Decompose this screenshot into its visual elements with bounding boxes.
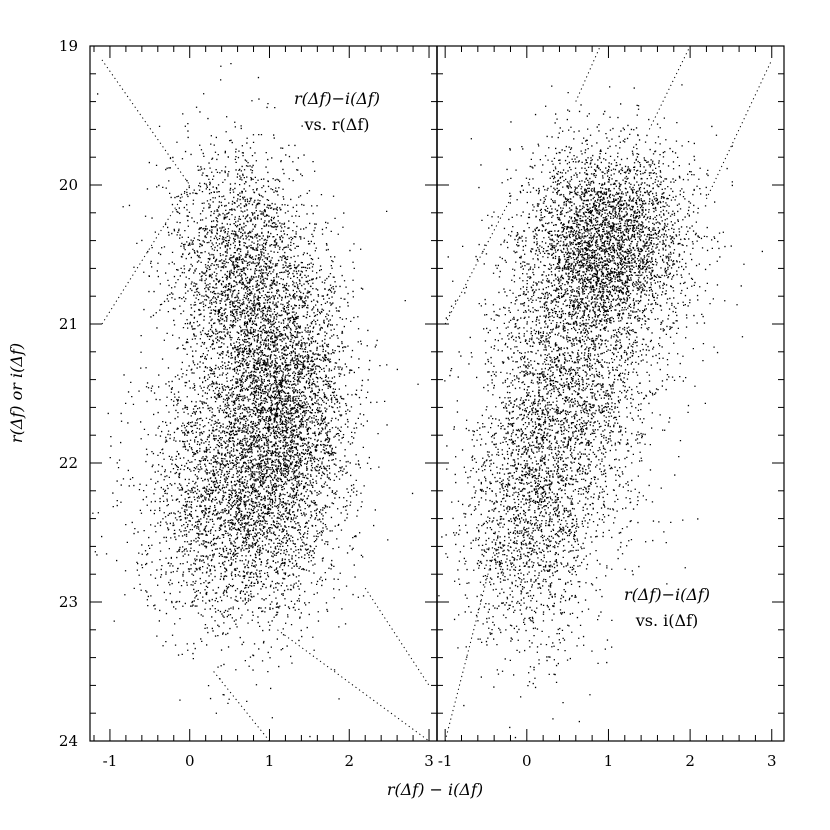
y-tick-label: 24 xyxy=(59,732,78,750)
y-tick-label: 22 xyxy=(59,454,78,472)
left-panel-annotation-line1: r(Δf)−i(Δf) xyxy=(294,89,380,108)
panel-frames xyxy=(89,45,785,742)
scatter-points xyxy=(92,63,419,738)
x-tick-label: -1 xyxy=(103,752,118,770)
dotted-guide-1-4 xyxy=(444,518,503,742)
axis-ticks xyxy=(90,45,784,742)
x-tick-label: 3 xyxy=(767,752,777,770)
right-panel-annotation-line1: r(Δf)−i(Δf) xyxy=(624,585,710,604)
x-tick-label: 3 xyxy=(424,752,434,770)
y-tick-label: 21 xyxy=(59,315,78,333)
dotted-guide-0-1 xyxy=(101,184,191,325)
dotted-guide-1-0 xyxy=(705,59,773,200)
dotted-guide-1-1 xyxy=(648,45,691,130)
x-axis-label: r(Δf) − i(Δf) xyxy=(387,780,483,799)
y-tick-label: 23 xyxy=(59,593,78,611)
dotted-guide-1-3 xyxy=(444,198,511,325)
left-panel-annotation-line2: vs. r(Δf) xyxy=(303,115,369,134)
x-tick-label: 2 xyxy=(685,752,695,770)
x-tick-label: 1 xyxy=(604,752,614,770)
y-axis-label: r(Δf) or i(Δf) xyxy=(7,343,26,443)
x-tick-label: 0 xyxy=(522,752,532,770)
dotted-guide-0-2 xyxy=(277,629,430,742)
x-tick-label: -1 xyxy=(438,752,453,770)
y-tick-label: 19 xyxy=(59,37,78,55)
right-panel-annotation-line2: vs. i(Δf) xyxy=(635,611,699,630)
dotted-guide-lines xyxy=(101,45,773,742)
dotted-guide-0-4 xyxy=(364,587,430,686)
dotted-guide-0-0 xyxy=(101,59,191,186)
left-panel-points xyxy=(92,63,419,738)
x-tick-label: 1 xyxy=(265,752,275,770)
dotted-guide-0-3 xyxy=(213,671,270,742)
x-tick-label: 2 xyxy=(344,752,354,770)
x-tick-label: 0 xyxy=(185,752,195,770)
y-tick-label: 20 xyxy=(59,176,78,194)
dotted-guide-1-2 xyxy=(575,45,601,102)
